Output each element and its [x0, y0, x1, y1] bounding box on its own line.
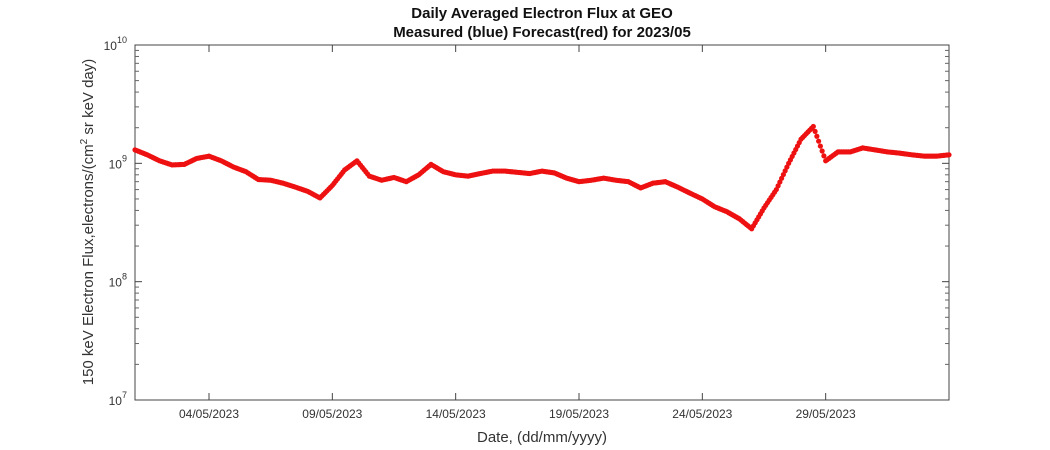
- data-point: [816, 138, 822, 144]
- chart-title: Daily Averaged Electron Flux at GEO: [411, 5, 673, 22]
- data-point: [814, 133, 820, 139]
- x-tick-label: 09/05/2023: [302, 407, 362, 421]
- y-tick-label: 109: [109, 153, 127, 171]
- x-axis-label: Date, (dd/mm/yyyy): [477, 429, 607, 446]
- y-tick-label: 1010: [104, 35, 127, 53]
- tick-marks: [135, 44, 949, 401]
- data-point: [810, 123, 816, 130]
- data-point: [819, 148, 825, 154]
- x-tick-label: 29/05/2023: [796, 407, 856, 421]
- data-point: [812, 128, 818, 134]
- y-axis-label: 150 keV Electron Flux,electrons/(cm2 sr …: [79, 59, 97, 386]
- y-axis-label-sup: 2: [79, 138, 90, 144]
- chart-subtitle: Measured (blue) Forecast(red) for 2023/0…: [393, 24, 691, 41]
- y-tick-label: 107: [109, 390, 127, 408]
- y-tick-base: 10: [109, 157, 123, 171]
- data-point: [946, 152, 952, 158]
- plot-frame: [134, 44, 950, 401]
- y-tick-exp: 7: [122, 390, 127, 400]
- y-tick-base: 10: [104, 39, 118, 53]
- y-axis-label-tail: sr keV day): [80, 59, 97, 139]
- x-tick-label: 24/05/2023: [672, 407, 732, 421]
- x-tick-label: 14/05/2023: [426, 407, 486, 421]
- y-tick-label: 108: [109, 272, 127, 290]
- data-points: [132, 123, 952, 232]
- data-point: [817, 143, 823, 149]
- data-point: [821, 153, 827, 159]
- y-tick-base: 10: [109, 276, 123, 290]
- x-tick-label: 19/05/2023: [549, 407, 609, 421]
- y-tick-exp: 9: [122, 153, 127, 163]
- y-tick-base: 10: [109, 394, 123, 408]
- y-tick-exp: 10: [117, 35, 127, 45]
- y-tick-exp: 8: [122, 272, 127, 282]
- y-axis-label-main: 150 keV Electron Flux,electrons/(cm: [80, 144, 97, 385]
- x-tick-label: 04/05/2023: [179, 407, 239, 421]
- x-tick-labels: 04/05/2023 09/05/2023 14/05/2023 19/05/2023…: [179, 407, 856, 421]
